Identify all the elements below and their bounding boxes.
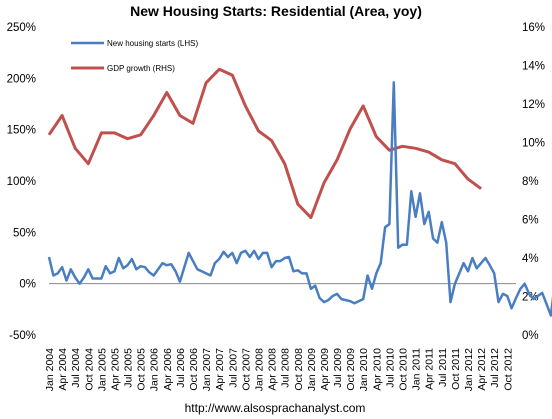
x-tick-label: Jan 2012 [463, 348, 475, 391]
x-tick-label: Jan 2005 [96, 348, 108, 391]
right-tick-label: 4% [522, 253, 539, 265]
x-tick-label: Jul 2005 [123, 348, 135, 388]
left-tick-label: 100% [7, 176, 36, 188]
x-tick-label: Oct 2005 [136, 348, 148, 391]
x-tick-label: Oct 2004 [83, 348, 95, 391]
right-tick-label: 10% [522, 138, 545, 150]
x-tick-label: Oct 2009 [345, 348, 357, 391]
left-tick-label: 200% [7, 73, 36, 85]
x-tick-label: Jul 2009 [332, 348, 344, 388]
x-tick-label: Oct 2007 [240, 348, 252, 391]
right-tick-label: 6% [522, 215, 539, 227]
left-axis-ticks: -50% 0% 50% 100% 150% 200% 250% [7, 22, 36, 342]
x-tick-label: Jan 2008 [253, 348, 265, 391]
right-tick-label: 8% [522, 176, 539, 188]
left-tick-label: 0% [19, 279, 36, 291]
x-tick-label: Apr 2011 [424, 348, 436, 390]
right-tick-label: 2% [522, 292, 539, 304]
right-tick-label: 16% [522, 22, 545, 34]
left-tick-label: 150% [7, 125, 36, 137]
x-tick-label: Apr 2004 [57, 348, 69, 391]
x-tick-label: Apr 2010 [371, 348, 383, 391]
x-tick-label: Jul 2007 [227, 348, 239, 388]
series-line-housing [47, 81, 552, 317]
x-tick-label: Oct 2006 [188, 348, 200, 391]
x-tick-label: Apr 2008 [267, 348, 279, 391]
series-line-gdp [47, 67, 482, 220]
x-tick-label: Jan 2009 [306, 348, 318, 391]
x-tick-label: Apr 2007 [214, 348, 226, 391]
x-tick-label: Jul 2006 [175, 348, 187, 388]
x-axis-ticks: Jan 2004 Apr 2004 Jul 2004 Oct 2004 Jan 2005… [44, 348, 514, 391]
right-tick-label: 14% [522, 61, 545, 73]
left-tick-label: 50% [13, 227, 36, 239]
x-tick-label: Jul 2008 [280, 348, 292, 388]
x-tick-label: Jan 2011 [411, 348, 423, 391]
x-tick-label: Jan 2006 [149, 348, 161, 391]
x-tick-label: Jan 2004 [44, 348, 56, 391]
legend-label-gdp: GDP growth (RHS) [107, 64, 175, 73]
left-tick-label: 250% [7, 22, 36, 34]
legend-label-housing: New housing starts (LHS) [107, 39, 198, 48]
x-tick-label: Apr 2009 [319, 348, 331, 391]
x-tick-label: Apr 2012 [476, 348, 488, 391]
x-tick-label: Jul 2012 [489, 348, 501, 388]
x-tick-label: Oct 2012 [502, 348, 514, 391]
right-tick-label: 12% [522, 99, 545, 111]
x-tick-label: Oct 2008 [293, 348, 305, 391]
chart-title: New Housing Starts: Residential (Area, y… [130, 3, 422, 19]
right-tick-label: 0% [522, 330, 539, 342]
x-tick-label: Jan 2010 [358, 348, 370, 391]
x-tick-label: Jul 2004 [70, 348, 82, 388]
x-tick-label: Apr 2005 [109, 348, 121, 391]
right-axis-ticks: 0% 2% 4% 6% 8% 10% 12% 14% 16% [522, 22, 545, 342]
x-tick-label: Apr 2006 [162, 348, 174, 391]
left-tick-label: -50% [9, 330, 36, 342]
x-tick-label: Jan 2007 [201, 348, 213, 391]
x-tick-label: Oct 2011 [450, 348, 462, 390]
x-tick-label: Jul 2010 [384, 348, 396, 388]
x-tick-label: Jul 2011 [437, 348, 449, 387]
source-url: http://www.alsosprachanalyst.com [185, 401, 366, 415]
legend: New housing starts (LHS) GDP growth (RHS… [71, 39, 198, 73]
x-tick-label: Oct 2010 [398, 348, 410, 391]
